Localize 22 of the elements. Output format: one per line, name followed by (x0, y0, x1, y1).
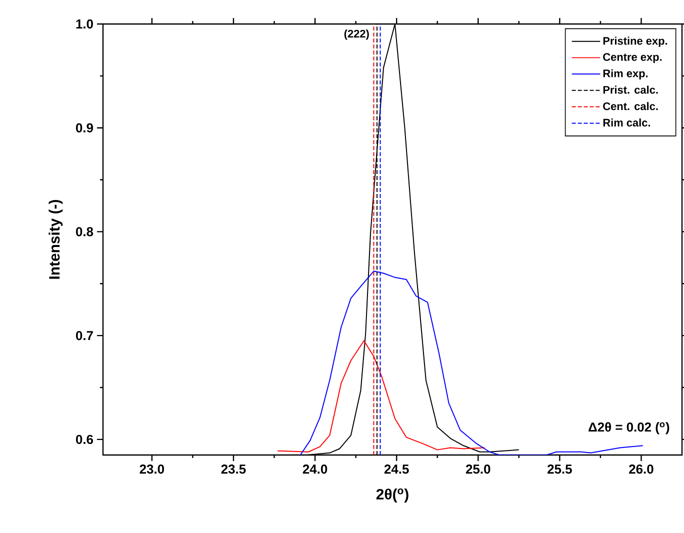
x-tick-label: 24.0 (302, 464, 328, 474)
x-tick-label: 25.5 (548, 464, 572, 474)
y-tick-label: 0.8 (76, 227, 94, 236)
x-axis-title: 2θ($^{o}$) (376, 488, 408, 502)
legend-label: Rim exp. (603, 69, 648, 80)
y-tick-label: 0.7 (76, 330, 93, 340)
annotation: (222) (344, 30, 369, 40)
x-tick-label: 25.0 (466, 464, 490, 474)
x-tick-label: 23.5 (221, 464, 246, 474)
y-tick-label: 0.9 (76, 123, 93, 132)
legend-label: Prist. calc. (603, 86, 658, 94)
legend-label: Centre exp. (603, 53, 662, 64)
x-tick-label: 24.5 (384, 464, 409, 474)
x-tick-label: 26.0 (629, 464, 654, 474)
annotation: Δ2θ = 0.02 ($^{o}$) (588, 422, 670, 434)
y-tick-label: 1.0 (76, 19, 93, 29)
y-axis-title: Intensity (-) (48, 200, 63, 279)
y-tick-label: 0.6 (76, 434, 94, 444)
legend-label: Rim calc. (603, 118, 650, 127)
legend-label: Pristine exp. (603, 36, 668, 47)
legend-label: Cent. calc. (603, 102, 658, 110)
x-tick-label: 23.0 (140, 464, 164, 474)
